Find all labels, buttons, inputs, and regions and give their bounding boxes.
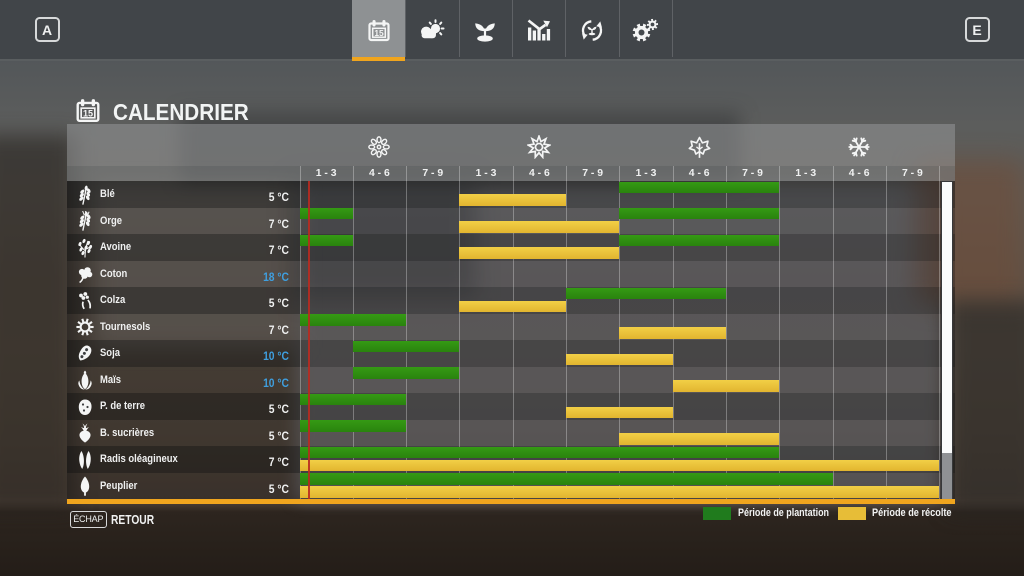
svg-text:15: 15 bbox=[374, 28, 384, 38]
svg-text:15: 15 bbox=[82, 108, 92, 118]
